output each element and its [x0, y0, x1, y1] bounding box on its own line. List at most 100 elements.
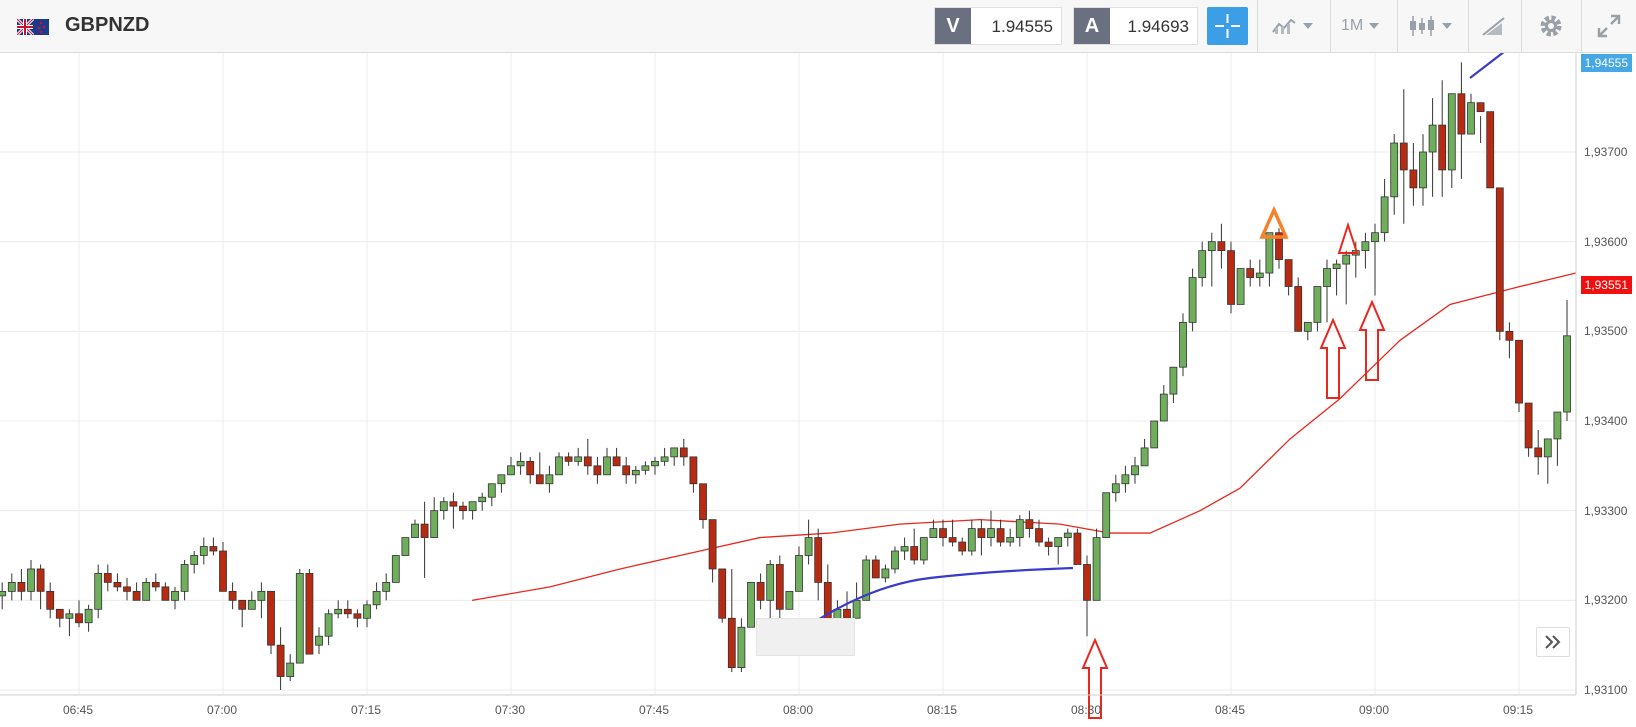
candle-body	[190, 555, 199, 565]
chart-type-button[interactable]	[1408, 8, 1452, 44]
candle	[382, 573, 391, 601]
candle	[276, 627, 285, 690]
settings-button[interactable]	[1538, 8, 1564, 44]
candle	[987, 510, 995, 547]
candle	[670, 447, 679, 466]
candle	[497, 474, 506, 493]
drawing-tools-button[interactable]	[1480, 8, 1508, 44]
candle-body	[103, 573, 112, 583]
sell-price-box[interactable]: V 1.94555	[934, 7, 1062, 45]
candle	[1092, 528, 1101, 601]
candle	[1255, 259, 1264, 287]
candle-body	[46, 590, 55, 610]
candle-body	[449, 501, 458, 507]
candle-body	[0, 590, 7, 597]
candle-body	[919, 537, 928, 561]
candle-body	[1486, 111, 1495, 189]
candle	[1332, 259, 1341, 296]
candle	[439, 497, 448, 520]
candle	[363, 600, 371, 628]
annotations-layer	[804, 53, 1505, 719]
candle-body	[151, 582, 160, 588]
candle-body	[987, 528, 995, 538]
candle	[286, 654, 295, 682]
candle	[1515, 339, 1523, 413]
candle-body	[1534, 447, 1543, 458]
candle-body	[910, 546, 919, 561]
candle	[343, 600, 352, 619]
candle	[795, 546, 803, 592]
candle-body	[535, 474, 544, 485]
candle	[1505, 322, 1514, 359]
time-tick-label: 08:15	[927, 703, 958, 717]
candle-body	[689, 456, 698, 485]
candle	[199, 537, 208, 565]
candle	[1073, 528, 1082, 565]
candle-body	[459, 505, 467, 512]
candle-body	[1447, 93, 1456, 171]
candle-body	[439, 501, 448, 512]
candle	[545, 465, 554, 493]
candle-body	[1063, 532, 1072, 538]
candle-body	[593, 465, 602, 476]
candle	[1543, 438, 1552, 484]
candle-body	[142, 582, 151, 601]
current-price-tag: 1,94555	[1580, 54, 1632, 72]
candle-body	[75, 613, 83, 624]
up-arrow	[1358, 299, 1386, 381]
candle-body	[17, 582, 26, 592]
time-tick-label: 07:30	[495, 703, 526, 717]
buy-price-box[interactable]: A 1.94693	[1073, 7, 1198, 45]
candle-body	[334, 608, 343, 615]
candle	[1390, 134, 1399, 215]
candle-body	[795, 555, 803, 592]
candle	[1169, 366, 1178, 404]
candle	[1102, 492, 1111, 538]
candle	[151, 573, 160, 592]
candle	[459, 501, 467, 520]
candle	[948, 519, 957, 547]
candle	[507, 456, 515, 476]
instrument-symbol: GBPNZD	[65, 14, 150, 36]
indicators-icon	[1272, 18, 1296, 34]
candle-body	[55, 608, 64, 619]
candle-body	[305, 573, 314, 655]
candle-body	[603, 456, 611, 476]
candle-body	[1313, 286, 1322, 323]
candle	[1495, 187, 1504, 341]
candle-body	[1294, 286, 1303, 332]
candle	[1361, 232, 1370, 269]
trendline	[804, 566, 1074, 629]
candle-body	[948, 537, 957, 543]
candle-body	[843, 608, 851, 619]
scroll-next-button[interactable]	[1536, 627, 1570, 657]
candle	[17, 568, 26, 601]
candle-body	[478, 496, 487, 503]
candle-body	[1054, 537, 1063, 547]
candle-body	[612, 456, 621, 467]
indicators-button[interactable]	[1271, 8, 1313, 44]
candle-body	[555, 456, 563, 476]
candle	[228, 582, 237, 610]
candle	[660, 447, 669, 466]
price-chart[interactable]	[0, 53, 1636, 727]
candle	[171, 586, 179, 610]
candle	[574, 447, 583, 466]
candle-body	[257, 590, 266, 601]
candle-body	[123, 586, 131, 592]
timeframe-selector[interactable]: 1M	[1341, 8, 1380, 44]
candle-body	[247, 599, 256, 610]
crosshair-button[interactable]	[1207, 7, 1248, 45]
candle-body	[718, 568, 727, 619]
candle	[420, 501, 429, 578]
fullscreen-button[interactable]	[1596, 8, 1622, 44]
candle	[324, 609, 333, 646]
candle-body	[324, 613, 333, 637]
candle	[113, 573, 122, 592]
candle	[1275, 228, 1283, 269]
candle	[641, 461, 650, 475]
candle-body	[756, 582, 765, 601]
candle-body	[1323, 268, 1331, 287]
candle	[727, 568, 736, 673]
candle-body	[219, 550, 227, 592]
